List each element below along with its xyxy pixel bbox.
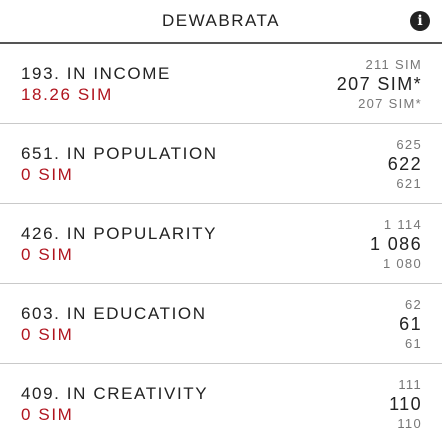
current-value: 61	[399, 313, 422, 334]
ranking-row-left: 426. IN POPULARITY 0 SIM	[21, 223, 217, 265]
neighbor-values: 111 110 110	[389, 376, 422, 432]
page-title: DEWABRATA	[161, 11, 281, 30]
ranking-row-left: 193. IN INCOME 18.26 SIM	[21, 63, 171, 105]
rank-value: 0 SIM	[21, 324, 74, 344]
ranking-row-education[interactable]: 603. IN EDUCATION 0 SIM 62 61 61	[0, 284, 442, 364]
next-value: 1 080	[382, 255, 422, 271]
rank-value: 0 SIM	[21, 244, 74, 264]
rank-value: 0 SIM	[21, 405, 74, 424]
next-value: 110	[397, 416, 422, 431]
neighbor-values: 625 622 621	[388, 136, 422, 192]
neighbor-values: 211 SIM 207 SIM* 207 SIM*	[337, 56, 422, 112]
ranking-row-income[interactable]: 193. IN INCOME 18.26 SIM 211 SIM 207 SIM…	[0, 44, 442, 124]
prev-value: 111	[398, 377, 422, 392]
current-value: 622	[387, 153, 422, 174]
current-value: 207 SIM*	[336, 73, 422, 94]
prev-value: 1 114	[383, 216, 422, 232]
rank-value: 0 SIM	[21, 164, 74, 184]
info-icon[interactable]: i	[410, 11, 430, 31]
next-value: 207 SIM*	[358, 95, 422, 111]
ranking-row-left: 603. IN EDUCATION 0 SIM	[21, 303, 207, 345]
next-value: 621	[396, 175, 422, 191]
ranking-row-population[interactable]: 651. IN POPULATION 0 SIM 625 622 621	[0, 124, 442, 204]
rank-label: 651. IN POPULATION	[21, 143, 218, 163]
prev-value: 62	[404, 296, 422, 312]
rank-label: 409. IN CREATIVITY	[21, 384, 209, 403]
rank-label: 193. IN INCOME	[21, 63, 171, 83]
rank-label: 426. IN POPULARITY	[21, 223, 218, 243]
panel-header: DEWABRATA i	[0, 0, 442, 44]
ranking-row-left: 651. IN POPULATION 0 SIM	[21, 143, 218, 185]
ranking-list: 193. IN INCOME 18.26 SIM 211 SIM 207 SIM…	[0, 44, 442, 441]
current-value: 110	[389, 394, 422, 414]
current-value: 1 086	[369, 233, 422, 254]
rank-label: 603. IN EDUCATION	[21, 303, 207, 323]
neighbor-values: 1 114 1 086 1 080	[370, 216, 422, 272]
rank-value: 18.26 SIM	[21, 84, 113, 104]
ranking-row-left: 409. IN CREATIVITY 0 SIM	[21, 383, 208, 425]
prev-value: 211 SIM	[365, 56, 422, 72]
prev-value: 625	[396, 136, 422, 152]
next-value: 61	[404, 335, 422, 351]
neighbor-values: 62 61 61	[399, 296, 422, 352]
ranking-row-creativity[interactable]: 409. IN CREATIVITY 0 SIM 111 110 110	[0, 364, 442, 441]
ranking-row-popularity[interactable]: 426. IN POPULARITY 0 SIM 1 114 1 086 1 0…	[0, 204, 442, 284]
